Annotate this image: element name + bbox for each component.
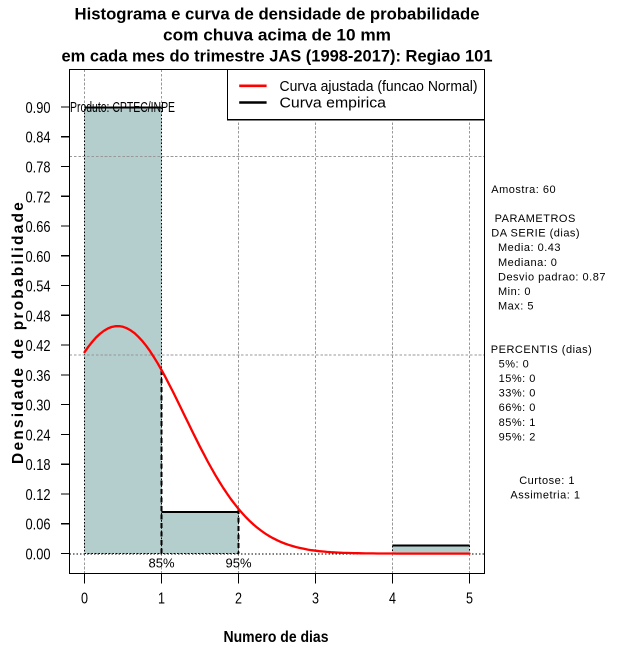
svg-text:Histograma e curva de densidad: Histograma e curva de densidade de proba… <box>75 6 480 24</box>
svg-text:Media: 0.43: Media: 0.43 <box>498 242 561 254</box>
svg-text:95%: 95% <box>225 556 251 571</box>
svg-text:5%: 0: 5%: 0 <box>499 359 530 371</box>
svg-text:Max: 5: Max: 5 <box>498 300 534 312</box>
svg-text:Amostra: 60: Amostra: 60 <box>491 184 556 196</box>
svg-text:DA SERIE (dias): DA SERIE (dias) <box>491 228 580 240</box>
svg-text:0.42: 0.42 <box>26 338 51 355</box>
svg-text:Mediana: 0: Mediana: 0 <box>498 257 557 269</box>
svg-text:0.00: 0.00 <box>26 547 51 564</box>
svg-text:2: 2 <box>235 591 242 608</box>
svg-text:1: 1 <box>158 591 165 608</box>
svg-text:0.30: 0.30 <box>26 398 51 415</box>
svg-text:0.60: 0.60 <box>26 249 51 266</box>
svg-text:33%: 0: 33%: 0 <box>499 388 536 400</box>
svg-text:em cada mes do trimestre JAS (: em cada mes do trimestre JAS (1998-2017)… <box>62 48 493 66</box>
svg-text:0.12: 0.12 <box>26 487 51 504</box>
svg-text:66%: 0: 66%: 0 <box>499 402 536 414</box>
svg-text:0.24: 0.24 <box>26 427 51 444</box>
svg-text:PERCENTIS (dias): PERCENTIS (dias) <box>491 344 593 356</box>
svg-text:0.84: 0.84 <box>26 130 51 147</box>
svg-text:Densidade de probabilidade: Densidade de probabilidade <box>10 200 27 464</box>
svg-text:Curva ajustada (funcao Normal): Curva ajustada (funcao Normal) <box>280 78 478 95</box>
svg-text:0.72: 0.72 <box>26 189 51 206</box>
svg-text:95%: 2: 95%: 2 <box>499 431 536 443</box>
svg-text:85%: 1: 85%: 1 <box>499 417 536 429</box>
svg-text:0.06: 0.06 <box>26 517 51 534</box>
svg-text:4: 4 <box>389 591 396 608</box>
svg-text:Min: 0: Min: 0 <box>498 286 531 298</box>
svg-text:Desvio padrao: 0.87: Desvio padrao: 0.87 <box>498 271 606 283</box>
svg-text:Assimetria: 1: Assimetria: 1 <box>510 490 580 502</box>
svg-text:Produto: CPTEC/INPE: Produto: CPTEC/INPE <box>70 99 175 116</box>
svg-text:3: 3 <box>312 591 319 608</box>
svg-text:15%: 0: 15%: 0 <box>499 373 536 385</box>
svg-text:0.54: 0.54 <box>26 279 51 296</box>
svg-text:0.90: 0.90 <box>26 100 51 117</box>
svg-text:0.78: 0.78 <box>26 160 51 177</box>
svg-text:85%: 85% <box>148 556 174 571</box>
svg-text:com chuva acima de 10 mm: com chuva acima de 10 mm <box>163 27 391 45</box>
svg-text:Curva empirica: Curva empirica <box>280 95 387 112</box>
svg-text:5: 5 <box>466 591 473 608</box>
svg-text:0.36: 0.36 <box>26 368 51 385</box>
svg-text:PARAMETROS: PARAMETROS <box>495 213 576 225</box>
svg-text:0.48: 0.48 <box>26 308 51 325</box>
svg-text:0: 0 <box>81 591 88 608</box>
svg-text:Curtose: 1: Curtose: 1 <box>519 475 575 487</box>
svg-text:Numero de dias: Numero de dias <box>224 629 329 646</box>
svg-text:0.66: 0.66 <box>26 219 51 236</box>
svg-text:0.18: 0.18 <box>26 457 51 474</box>
